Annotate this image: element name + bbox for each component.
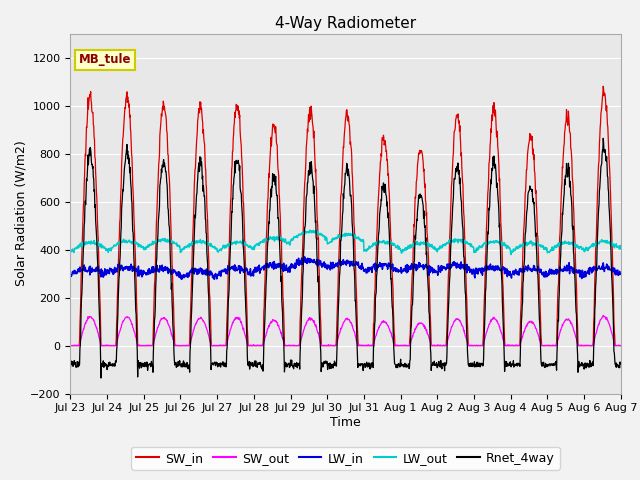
SW_in: [175, 343, 183, 348]
LW_in: [504, 274, 511, 279]
SW_out: [431, 343, 439, 348]
Title: 4-Way Radiometer: 4-Way Radiometer: [275, 16, 416, 31]
SW_in: [600, 84, 607, 89]
LW_in: [301, 254, 308, 260]
SW_in: [67, 343, 74, 348]
SW_in: [616, 343, 624, 348]
Legend: SW_in, SW_out, LW_in, LW_out, Rnet_4way: SW_in, SW_out, LW_in, LW_out, Rnet_4way: [131, 447, 560, 469]
Y-axis label: Solar Radiation (W/m2): Solar Radiation (W/m2): [15, 141, 28, 287]
SW_out: [503, 343, 511, 348]
SW_in: [502, 343, 510, 348]
LW_in: [67, 272, 74, 278]
SW_in: [189, 237, 196, 242]
LW_out: [67, 248, 74, 254]
SW_in: [551, 343, 559, 348]
Rnet_4way: [600, 135, 607, 141]
LW_in: [175, 275, 183, 280]
Line: LW_in: LW_in: [70, 257, 620, 279]
LW_out: [306, 227, 314, 233]
Rnet_4way: [67, 365, 74, 371]
Rnet_4way: [251, 358, 259, 364]
LW_in: [616, 271, 624, 277]
LW_in: [178, 276, 186, 282]
SW_out: [552, 343, 559, 348]
SW_out: [251, 343, 259, 348]
Rnet_4way: [552, 360, 559, 366]
Rnet_4way: [431, 362, 439, 368]
LW_in: [431, 268, 439, 274]
Rnet_4way: [503, 363, 511, 369]
SW_out: [600, 312, 607, 318]
Text: MB_tule: MB_tule: [79, 53, 131, 66]
Line: SW_out: SW_out: [70, 315, 620, 346]
X-axis label: Time: Time: [330, 416, 361, 429]
LW_in: [189, 267, 197, 273]
LW_out: [189, 241, 196, 247]
LW_out: [175, 244, 183, 250]
Line: Rnet_4way: Rnet_4way: [70, 138, 620, 378]
LW_out: [503, 244, 511, 250]
LW_in: [552, 267, 559, 273]
LW_out: [616, 246, 624, 252]
LW_out: [552, 243, 559, 249]
SW_out: [189, 329, 197, 335]
SW_out: [67, 343, 75, 348]
SW_out: [616, 343, 624, 348]
LW_out: [250, 247, 258, 252]
SW_in: [431, 343, 438, 348]
Rnet_4way: [97, 375, 105, 381]
SW_in: [250, 343, 258, 348]
LW_out: [508, 252, 515, 257]
Rnet_4way: [616, 361, 624, 367]
SW_out: [67, 343, 74, 348]
Line: LW_out: LW_out: [70, 230, 620, 254]
SW_out: [176, 343, 184, 348]
Rnet_4way: [189, 265, 197, 271]
Line: SW_in: SW_in: [70, 86, 620, 346]
Rnet_4way: [176, 358, 184, 363]
LW_out: [431, 247, 439, 252]
LW_in: [251, 269, 259, 275]
